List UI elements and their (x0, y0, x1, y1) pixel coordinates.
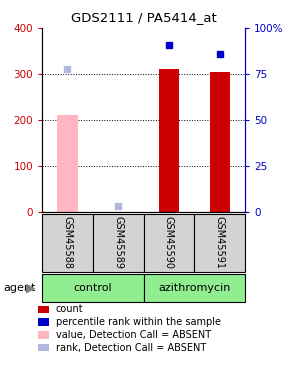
Bar (93, 214, 144, 272)
Text: azithromycin: azithromycin (158, 283, 231, 293)
Bar (42, 274, 144, 302)
Text: count: count (56, 304, 84, 314)
Bar (144, 274, 245, 302)
Text: value, Detection Call = ABSENT: value, Detection Call = ABSENT (56, 330, 211, 340)
Bar (209, 72, 230, 212)
Title: GDS2111 / PA5414_at: GDS2111 / PA5414_at (71, 11, 216, 24)
Bar (159, 69, 179, 212)
Bar (42, 214, 93, 272)
Text: ▶: ▶ (26, 281, 36, 294)
Text: agent: agent (3, 283, 35, 293)
Text: GSM45590: GSM45590 (164, 216, 174, 269)
Text: percentile rank within the sample: percentile rank within the sample (56, 317, 221, 327)
Text: control: control (73, 283, 112, 293)
Bar (194, 214, 245, 272)
Bar (144, 214, 194, 272)
Text: rank, Detection Call = ABSENT: rank, Detection Call = ABSENT (56, 343, 206, 352)
Text: GSM45588: GSM45588 (62, 216, 72, 269)
Bar (57, 116, 78, 212)
Text: GSM45591: GSM45591 (215, 216, 225, 269)
Text: GSM45589: GSM45589 (113, 216, 123, 269)
